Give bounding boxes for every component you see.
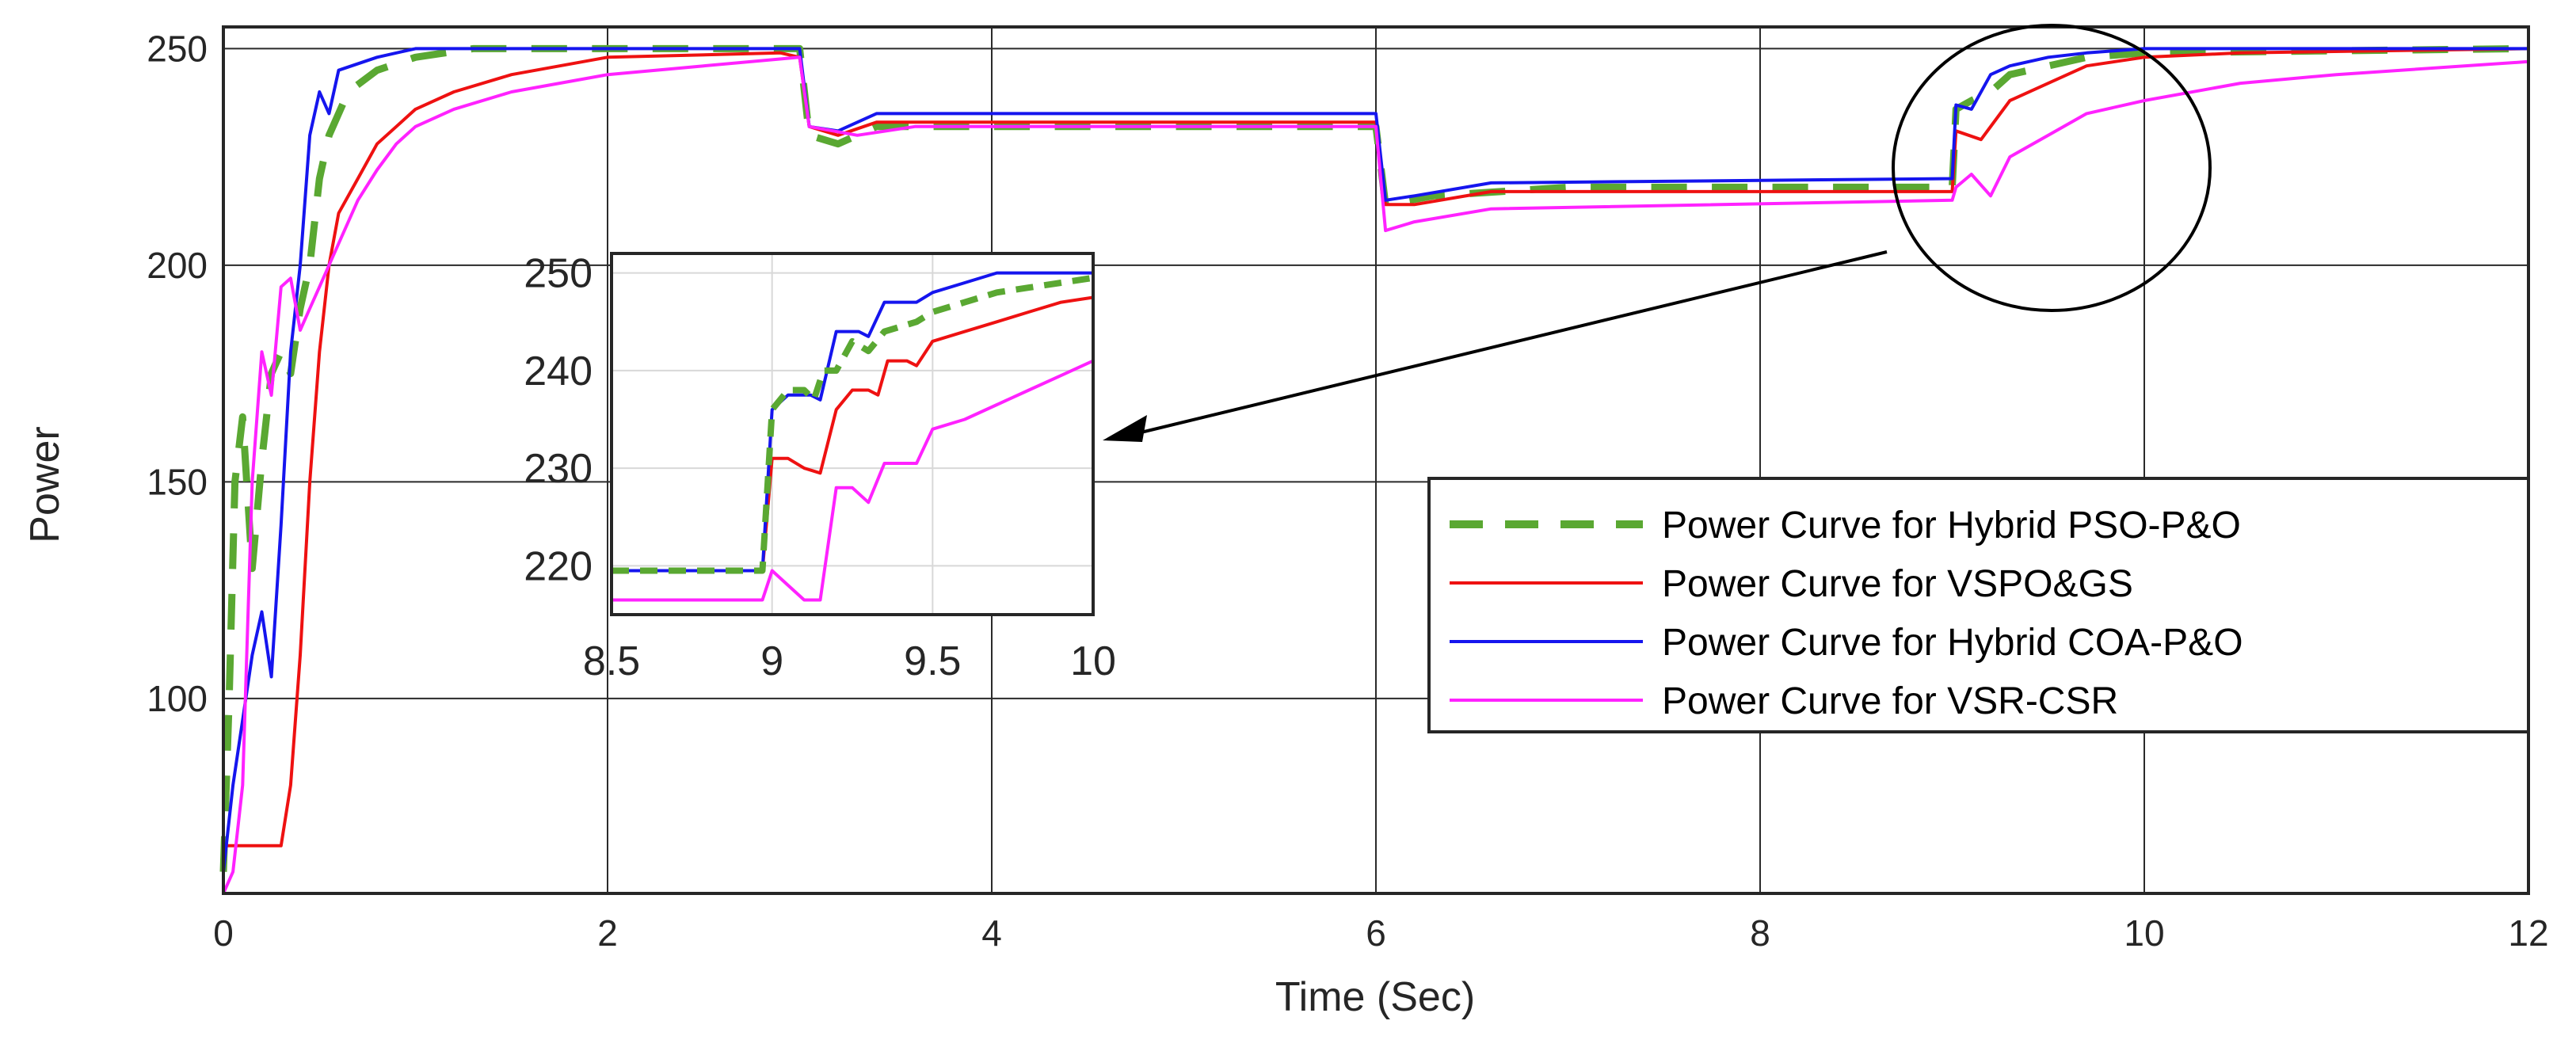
inset-y-tick-label: 230 <box>524 446 593 492</box>
legend-label-power-curve-for-hybrid-pso-p-o: Power Curve for Hybrid PSO-P&O <box>1662 505 2241 547</box>
x-tick-label: 8 <box>1750 912 1770 954</box>
legend-label-power-curve-for-vspo-gs: Power Curve for VSPO&GS <box>1662 563 2133 605</box>
inset-series-line-power-curve-for-hybrid-pso-p-o <box>612 274 1094 574</box>
legend-items: Power Curve for Hybrid PSO-P&O Power Curv… <box>1450 505 2243 722</box>
zoom-arrow-line <box>1134 250 1888 436</box>
main-tick-labels: 0 2 4 6 8 10 12 100 150 200 250 <box>147 28 2548 954</box>
x-tick-label: 0 <box>213 912 234 954</box>
inset-frame <box>610 252 1095 616</box>
inset-zoom-plot: 8.5 9 9.5 10 220 230 240 250 <box>524 251 1116 684</box>
y-tick-label: 100 <box>147 678 208 719</box>
plot-frame <box>222 25 2530 895</box>
y-tick-label: 150 <box>147 461 208 502</box>
legend-box <box>1427 477 2530 733</box>
x-tick-label: 2 <box>597 912 618 954</box>
x-tick-label: 4 <box>981 912 1002 954</box>
inset-x-tick-label: 9.5 <box>904 638 961 684</box>
inset-y-tick-label: 220 <box>524 543 593 589</box>
legend: Power Curve for Hybrid PSO-P&O Power Curv… <box>1427 477 2530 733</box>
x-tick-label: 6 <box>1366 912 1386 954</box>
series-line-power-curve-for-hybrid-pso-p-o <box>219 44 2529 872</box>
inset-x-tick-label: 8.5 <box>583 638 640 684</box>
inset-y-tick-label: 240 <box>524 348 593 394</box>
inset-tick-labels: 8.5 9 9.5 10 220 230 240 250 <box>524 251 1116 684</box>
y-tick-label: 250 <box>147 28 208 69</box>
y-tick-label: 200 <box>147 245 208 286</box>
series-line-power-curve-for-hybrid-coa-p-o <box>222 47 2528 872</box>
inset-x-tick-label: 9 <box>760 638 783 684</box>
zoom-arrow-head <box>1103 415 1147 442</box>
inset-x-tick-label: 10 <box>1070 638 1116 684</box>
legend-label-power-curve-for-vsr-csr: Power Curve for VSR-CSR <box>1662 680 2118 722</box>
series-line-power-curve-for-vsr-csr <box>222 55 2529 894</box>
inset-series-line-power-curve-for-vsr-csr <box>612 359 1094 602</box>
main-series-group <box>219 44 2529 894</box>
x-tick-label: 12 <box>2508 912 2548 954</box>
y-axis-label: Power <box>22 426 68 543</box>
x-tick-label: 10 <box>2124 912 2164 954</box>
inset-series-group <box>612 271 1094 602</box>
zoom-highlight-ellipse <box>1892 24 2212 312</box>
inset-y-tick-label: 250 <box>524 251 593 297</box>
legend-label-power-curve-for-hybrid-coa-p-o: Power Curve for Hybrid COA-P&O <box>1662 622 2243 664</box>
x-axis-label: Time (Sec) <box>1275 974 1475 1020</box>
inset-background <box>612 253 1093 615</box>
inset-series-line-power-curve-for-vspo-gs <box>612 295 1094 573</box>
